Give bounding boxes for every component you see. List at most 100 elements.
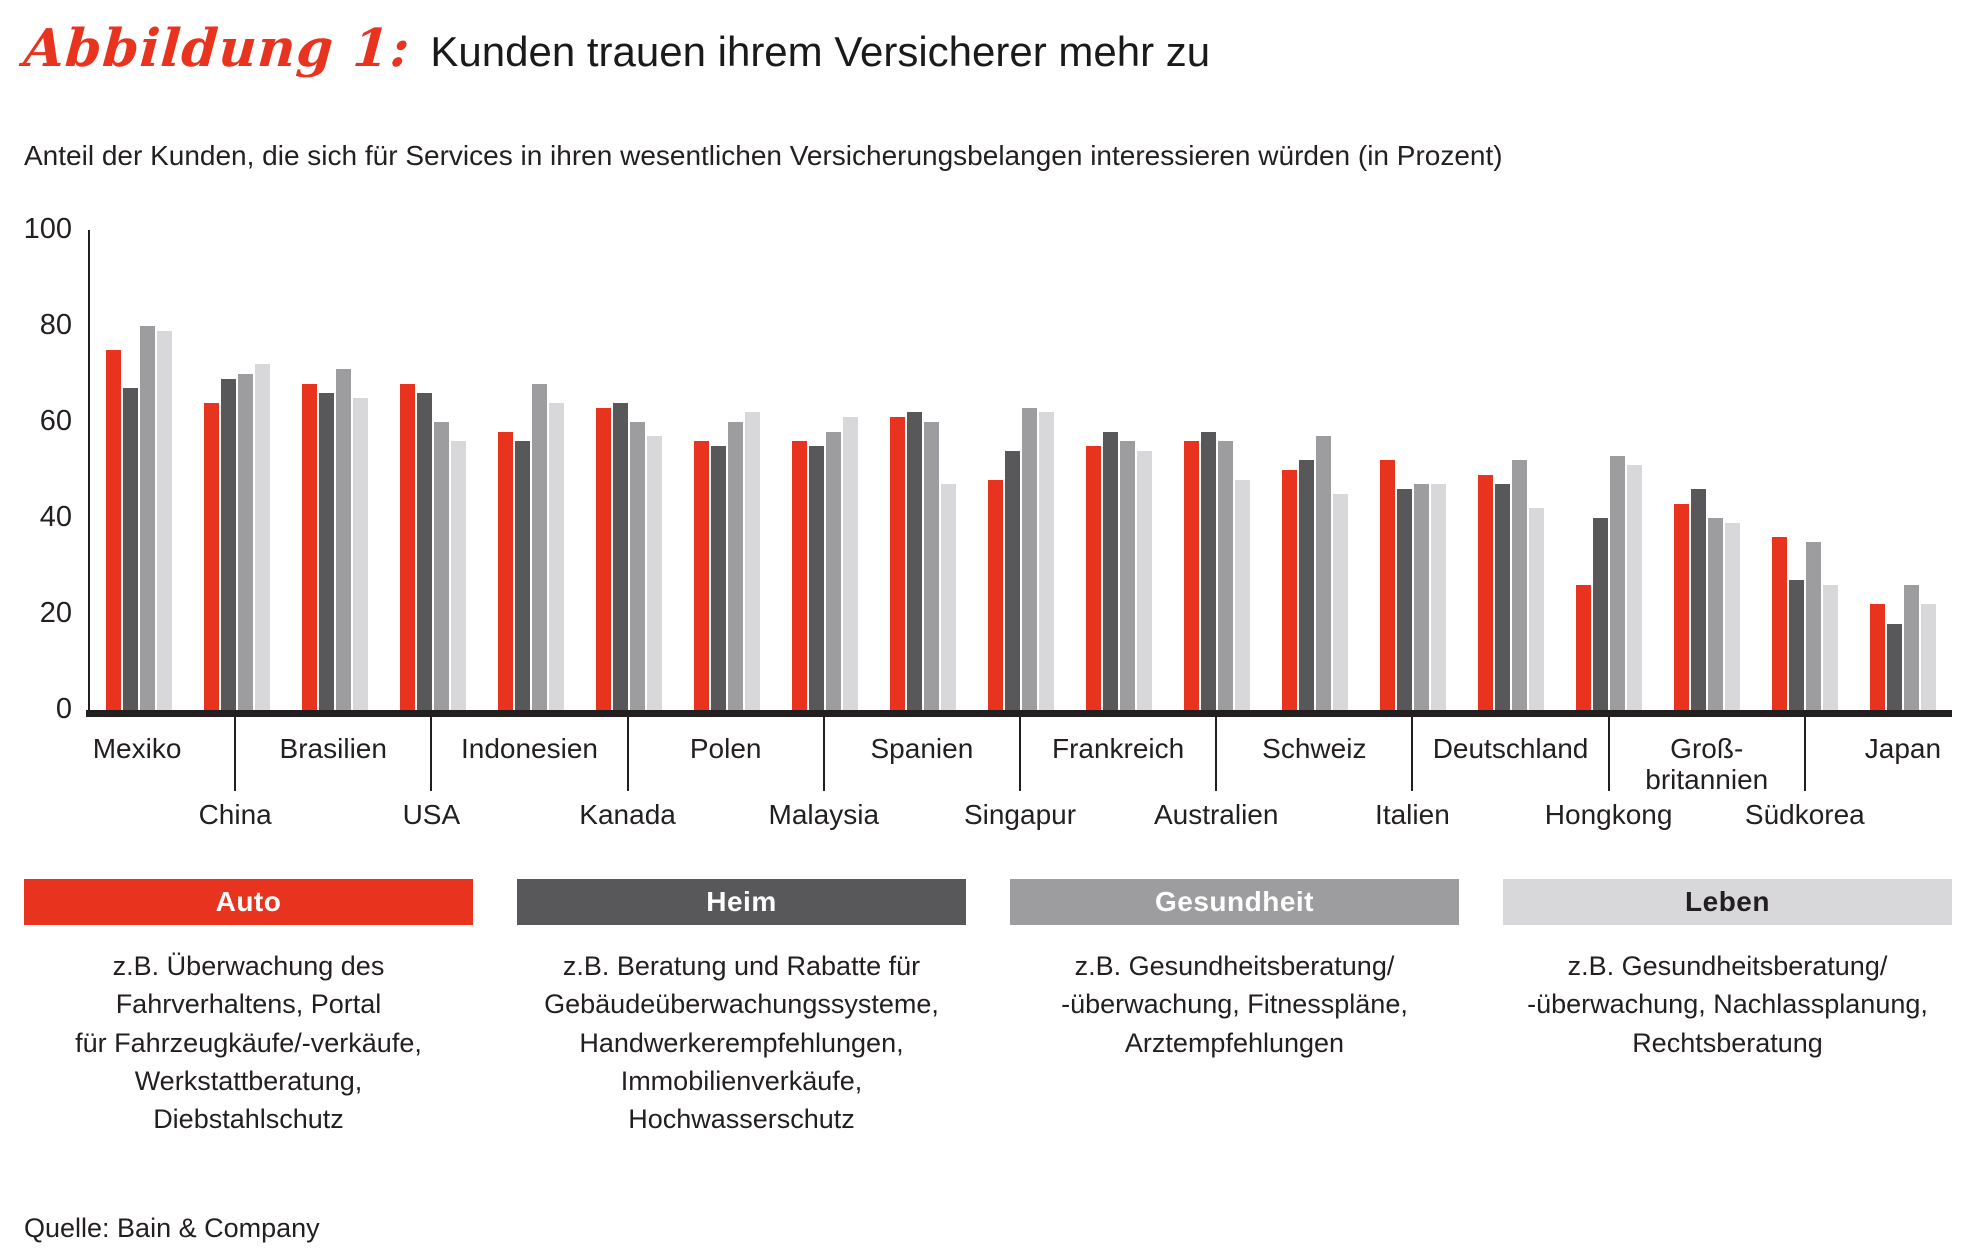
legend-swatch-leben: Leben	[1503, 879, 1952, 925]
legend-description-leben: z.B. Gesundheitsberatung/ -überwachung, …	[1527, 951, 1928, 1058]
legend-group-auto: Auto z.B. Überwachung des Fahrverhaltens,…	[24, 879, 473, 1139]
bar-leben-gro-britannien	[1725, 522, 1740, 710]
x-label-china: China	[198, 799, 272, 830]
bar-heim-malaysia	[809, 446, 824, 710]
x-axis-tick	[1019, 717, 1021, 791]
bar-gesundheit-hongkong	[1610, 455, 1625, 710]
bar-heim-mexiko	[123, 388, 138, 710]
bar-auto-s-dkorea	[1772, 537, 1787, 710]
bar-auto-brasilien	[302, 383, 317, 710]
bar-group-usa	[384, 230, 482, 710]
x-axis: Mexiko China Brasilien USA Indonesien Kanada P…	[88, 717, 1952, 867]
x-label-indonesien: Indonesien	[460, 733, 598, 764]
bar-auto-mexiko	[106, 350, 121, 710]
plot-area	[88, 230, 1952, 710]
bar-heim-brasilien	[319, 393, 334, 710]
bar-leben-indonesien	[549, 402, 564, 710]
bar-heim-schweiz	[1299, 460, 1314, 710]
y-axis: 0 20 40 60 80 100	[24, 213, 88, 725]
x-label-usa: USA	[402, 799, 461, 830]
bar-auto-australien	[1184, 441, 1199, 710]
y-tick-label-100: 100	[23, 213, 72, 245]
x-label-singapur: Singapur	[963, 799, 1077, 830]
bar-group-malaysia	[776, 230, 874, 710]
bar-leben-polen	[745, 412, 760, 710]
x-label-polen: Polen	[689, 733, 762, 764]
y-tick-label-20: 20	[39, 597, 72, 629]
chart-subtitle: Anteil der Kunden, die sich für Services…	[24, 140, 1503, 171]
bar-group-indonesien	[482, 230, 580, 710]
bar-gesundheit-italien	[1414, 484, 1429, 710]
x-label-malaysia: Malaysia	[768, 799, 880, 830]
legend-swatch-gesundheit: Gesundheit	[1010, 879, 1459, 925]
y-tick-label-0: 0	[55, 693, 72, 725]
x-axis-tick	[1803, 717, 1806, 791]
bar-heim-indonesien	[515, 441, 530, 710]
bar-heim-china	[221, 378, 236, 710]
x-axis-tick	[1411, 717, 1414, 791]
x-label-kanada: Kanada	[579, 799, 676, 830]
bar-heim-hongkong	[1593, 518, 1608, 710]
x-axis-tick	[822, 717, 825, 791]
bar-group-australien	[1168, 230, 1266, 710]
bar-auto-china	[204, 402, 219, 710]
bar-leben-schweiz	[1333, 494, 1348, 710]
bar-group-spanien	[874, 230, 972, 710]
bar-group-italien	[1364, 230, 1462, 710]
x-label-deutschland: Deutschland	[1432, 733, 1589, 764]
x-label-australien: Australien	[1153, 799, 1279, 830]
bar-gesundheit-gro-britannien	[1708, 518, 1723, 710]
bar-gesundheit-schweiz	[1316, 436, 1331, 710]
bar-heim-usa	[417, 393, 432, 710]
bar-auto-japan	[1870, 604, 1885, 710]
y-tick-label-60: 60	[39, 405, 72, 437]
bar-leben-china	[255, 364, 270, 710]
bar-leben-malaysia	[843, 417, 858, 710]
bar-gesundheit-polen	[728, 422, 743, 710]
bar-leben-mexiko	[157, 330, 172, 710]
bar-gesundheit-australien	[1218, 441, 1233, 710]
bar-group-gro-britannien	[1658, 230, 1756, 710]
bar-heim-australien	[1201, 431, 1216, 710]
bar-gesundheit-frankreich	[1120, 441, 1135, 710]
bar-heim-italien	[1397, 489, 1412, 710]
x-axis-baseline	[86, 710, 1952, 717]
x-axis-tick	[430, 717, 433, 791]
bar-group-japan	[1854, 230, 1952, 710]
x-label-japan: Japan	[1864, 733, 1942, 764]
x-axis-tick	[1215, 717, 1218, 791]
bar-auto-polen	[694, 441, 709, 710]
bar-auto-kanada	[596, 407, 611, 710]
x-label-s-dkorea: Südkorea	[1744, 799, 1865, 830]
grouped-bar-chart: 0 20 40 60 80 100 Mexiko China Brasilien USA Indo…	[24, 213, 1952, 867]
plot-area-wrap: Mexiko China Brasilien USA Indonesien Kanada P…	[86, 230, 1952, 867]
bar-group-singapur	[972, 230, 1070, 710]
x-axis-tick	[234, 717, 237, 791]
bar-auto-frankreich	[1086, 446, 1101, 710]
x-label-spanien: Spanien	[870, 733, 974, 764]
bar-heim-kanada	[613, 402, 628, 710]
bar-group-mexiko	[90, 230, 188, 710]
legend-description-auto: z.B. Überwachung des Fahrverhaltens, Por…	[75, 951, 422, 1135]
bar-group-china	[188, 230, 286, 710]
legend-swatch-auto: Auto	[24, 879, 473, 925]
legend-group-heim: Heim z.B. Beratung und Rabatte für Gebäud…	[517, 879, 966, 1139]
bar-leben-s-dkorea	[1823, 585, 1838, 710]
bar-heim-frankreich	[1103, 431, 1118, 710]
x-label-brasilien: Brasilien	[279, 733, 387, 764]
bar-gesundheit-singapur	[1022, 407, 1037, 710]
bar-gesundheit-brasilien	[336, 369, 351, 710]
legend-description-heim: z.B. Beratung und Rabatte für Gebäudeübe…	[544, 951, 939, 1135]
x-label-mexiko: Mexiko	[92, 733, 182, 764]
legend-group-leben: Leben z.B. Gesundheitsberatung/ -überwach…	[1503, 879, 1952, 1139]
bar-gesundheit-china	[238, 374, 253, 710]
source-note: Quelle: Bain & Company	[24, 1213, 320, 1243]
figure-header: Abbildung 1: Kunden trauen ihrem Versich…	[22, 18, 1952, 90]
bar-auto-gro-britannien	[1674, 503, 1689, 710]
bar-gesundheit-spanien	[924, 422, 939, 710]
bar-leben-hongkong	[1627, 465, 1642, 710]
bar-gesundheit-usa	[434, 422, 449, 710]
bar-leben-italien	[1431, 484, 1446, 710]
bar-group-schweiz	[1266, 230, 1364, 710]
